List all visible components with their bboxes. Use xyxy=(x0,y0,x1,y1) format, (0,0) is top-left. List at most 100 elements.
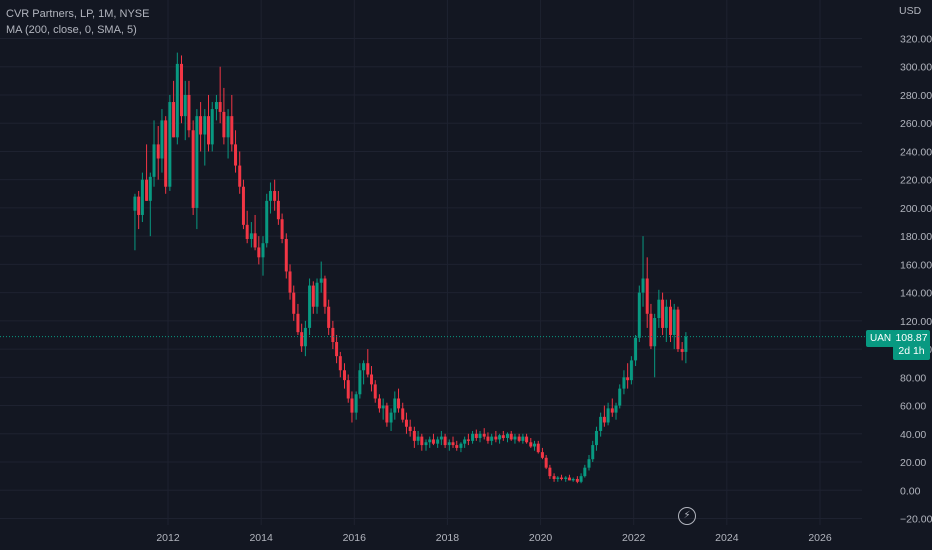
candle xyxy=(265,193,269,248)
candle-body xyxy=(544,457,548,468)
candle-body xyxy=(214,102,218,110)
candle-body xyxy=(610,408,614,413)
candle xyxy=(152,120,156,187)
candle xyxy=(626,363,630,389)
indicator-label[interactable]: MA (200, close, 0, SMA, 5) xyxy=(6,24,137,36)
candle xyxy=(199,102,203,152)
candle-body xyxy=(567,477,571,481)
y-tick-label: −20.00 xyxy=(900,514,932,526)
candle xyxy=(506,432,510,443)
candle-body xyxy=(319,278,323,283)
candle xyxy=(203,109,207,166)
candle xyxy=(552,473,556,482)
candle-body xyxy=(191,130,195,208)
candle-body xyxy=(622,377,626,389)
candle xyxy=(308,278,312,335)
candle xyxy=(618,384,622,409)
candle-body xyxy=(494,436,498,440)
candle xyxy=(284,233,288,279)
y-tick-label: 80.00 xyxy=(900,372,926,384)
candle-body xyxy=(536,443,540,453)
x-tick-label: 2018 xyxy=(436,532,460,544)
symbol-title[interactable]: CVR Partners, LP, 1M, NYSE xyxy=(6,8,150,20)
candle xyxy=(622,370,626,395)
bar-countdown: 2d 1h xyxy=(898,345,925,357)
lightning-bolt-icon[interactable]: ⚡︎ xyxy=(678,507,696,525)
candle-body xyxy=(587,459,591,468)
price-axis[interactable]: −20.000.0020.0040.0060.0080.00100.00120.… xyxy=(900,34,932,526)
candle xyxy=(536,440,540,454)
candle-body xyxy=(300,332,304,347)
candle-body xyxy=(482,433,486,437)
candle-body xyxy=(463,439,467,444)
candle-body xyxy=(618,388,622,406)
candle xyxy=(431,433,435,446)
candle-body xyxy=(180,63,184,117)
candle-body xyxy=(210,109,214,145)
candle-body xyxy=(288,271,292,293)
candle-body xyxy=(564,477,568,479)
candle xyxy=(346,374,350,403)
candle xyxy=(474,429,478,441)
candle xyxy=(556,476,560,482)
candle-body xyxy=(218,102,222,112)
candle xyxy=(172,80,176,138)
candle-body xyxy=(241,186,245,225)
candle xyxy=(362,360,366,385)
candle-body xyxy=(280,219,284,239)
candle xyxy=(583,464,587,478)
candle-body xyxy=(222,111,226,138)
candle-body xyxy=(315,282,319,307)
candle xyxy=(331,320,335,350)
candle-body xyxy=(575,478,579,482)
candle-body xyxy=(657,299,661,319)
time-axis[interactable]: 2012 2014 2016 2018 2020 2022 2024 2026 xyxy=(156,532,832,544)
candle xyxy=(168,94,172,191)
candle xyxy=(133,193,137,251)
candle-body xyxy=(552,476,556,479)
candle xyxy=(482,428,486,440)
candle xyxy=(459,442,463,453)
currency-label[interactable]: USD xyxy=(899,5,922,17)
candle xyxy=(207,94,211,152)
candle xyxy=(513,433,517,444)
candle xyxy=(319,261,323,293)
candle-body xyxy=(664,306,668,328)
candle xyxy=(234,130,238,173)
candle xyxy=(373,380,377,403)
candle xyxy=(509,430,513,441)
candle-body xyxy=(152,144,156,177)
candle xyxy=(288,264,292,300)
y-tick-label: 180.00 xyxy=(900,231,932,243)
candle xyxy=(428,436,432,448)
candle xyxy=(466,433,470,446)
candle-body xyxy=(556,477,560,479)
candle-body xyxy=(629,360,633,381)
candle xyxy=(160,109,164,173)
candle-body xyxy=(175,63,179,138)
candle-body xyxy=(354,394,358,413)
candle xyxy=(669,299,673,343)
candle xyxy=(501,430,505,441)
y-tick-label: 160.00 xyxy=(900,259,932,271)
candle xyxy=(649,303,653,350)
candle-body xyxy=(521,436,525,441)
candle xyxy=(637,285,641,343)
candle xyxy=(191,120,195,215)
candle xyxy=(350,391,354,423)
candle xyxy=(145,144,149,201)
candle xyxy=(303,320,307,357)
candle xyxy=(661,292,665,335)
candle xyxy=(599,412,603,437)
candle xyxy=(439,430,443,446)
candle-body xyxy=(327,306,331,328)
last-price-badge: 108.87 2d 1h xyxy=(893,330,930,360)
candle-body xyxy=(669,306,673,335)
candle-body xyxy=(389,412,393,423)
candle xyxy=(257,236,261,265)
candle xyxy=(273,179,277,211)
candle-body xyxy=(311,285,315,307)
candle-body xyxy=(273,190,277,201)
candle-body xyxy=(284,238,288,272)
